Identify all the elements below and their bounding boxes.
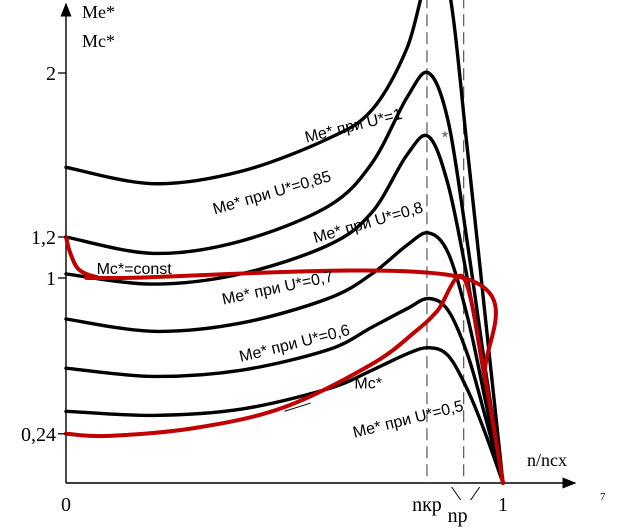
np-leader-left xyxy=(451,486,462,501)
x-marker-label-nkp: nкр xyxy=(412,494,442,516)
me-series-line-3 xyxy=(64,231,505,485)
me-series-line-4 xyxy=(64,296,505,485)
series-label-6: Mc* xyxy=(354,376,382,393)
series-label-3: Mc*=const xyxy=(97,261,173,278)
me-series-line-5 xyxy=(64,345,505,485)
y-tick-label: 1 xyxy=(46,268,56,290)
mc-curves: * xyxy=(64,130,505,485)
series-label-7: Me* при U*=0,5 xyxy=(351,398,465,442)
y-axis-label-mc: Mc* xyxy=(82,31,115,51)
mc-label-leader xyxy=(284,402,311,412)
x-tick-label: 0 xyxy=(61,494,71,516)
ticks: 0,24 1 1,2 2 0 1 nкр nр xyxy=(21,63,508,527)
curve-star-marker: * xyxy=(442,130,448,147)
np-leader-right xyxy=(470,486,481,501)
y-tick-label: 1,2 xyxy=(31,227,56,249)
x-axis-label: n/ncx xyxy=(527,450,567,470)
x-tick-label: 1 xyxy=(498,494,508,516)
me-series-line-1 xyxy=(64,70,505,485)
me-series-line-0 xyxy=(64,0,505,485)
y-tick-label: 0,24 xyxy=(21,424,56,446)
y-tick-label: 2 xyxy=(46,63,56,85)
y-axis-label-me: Me* xyxy=(82,2,115,22)
mc-series-line-1 xyxy=(64,273,505,485)
x-marker-label-np: nр xyxy=(448,505,468,527)
corner-mark: 7 xyxy=(600,491,606,503)
series-label-0: Me* при U*=1 xyxy=(303,106,404,147)
